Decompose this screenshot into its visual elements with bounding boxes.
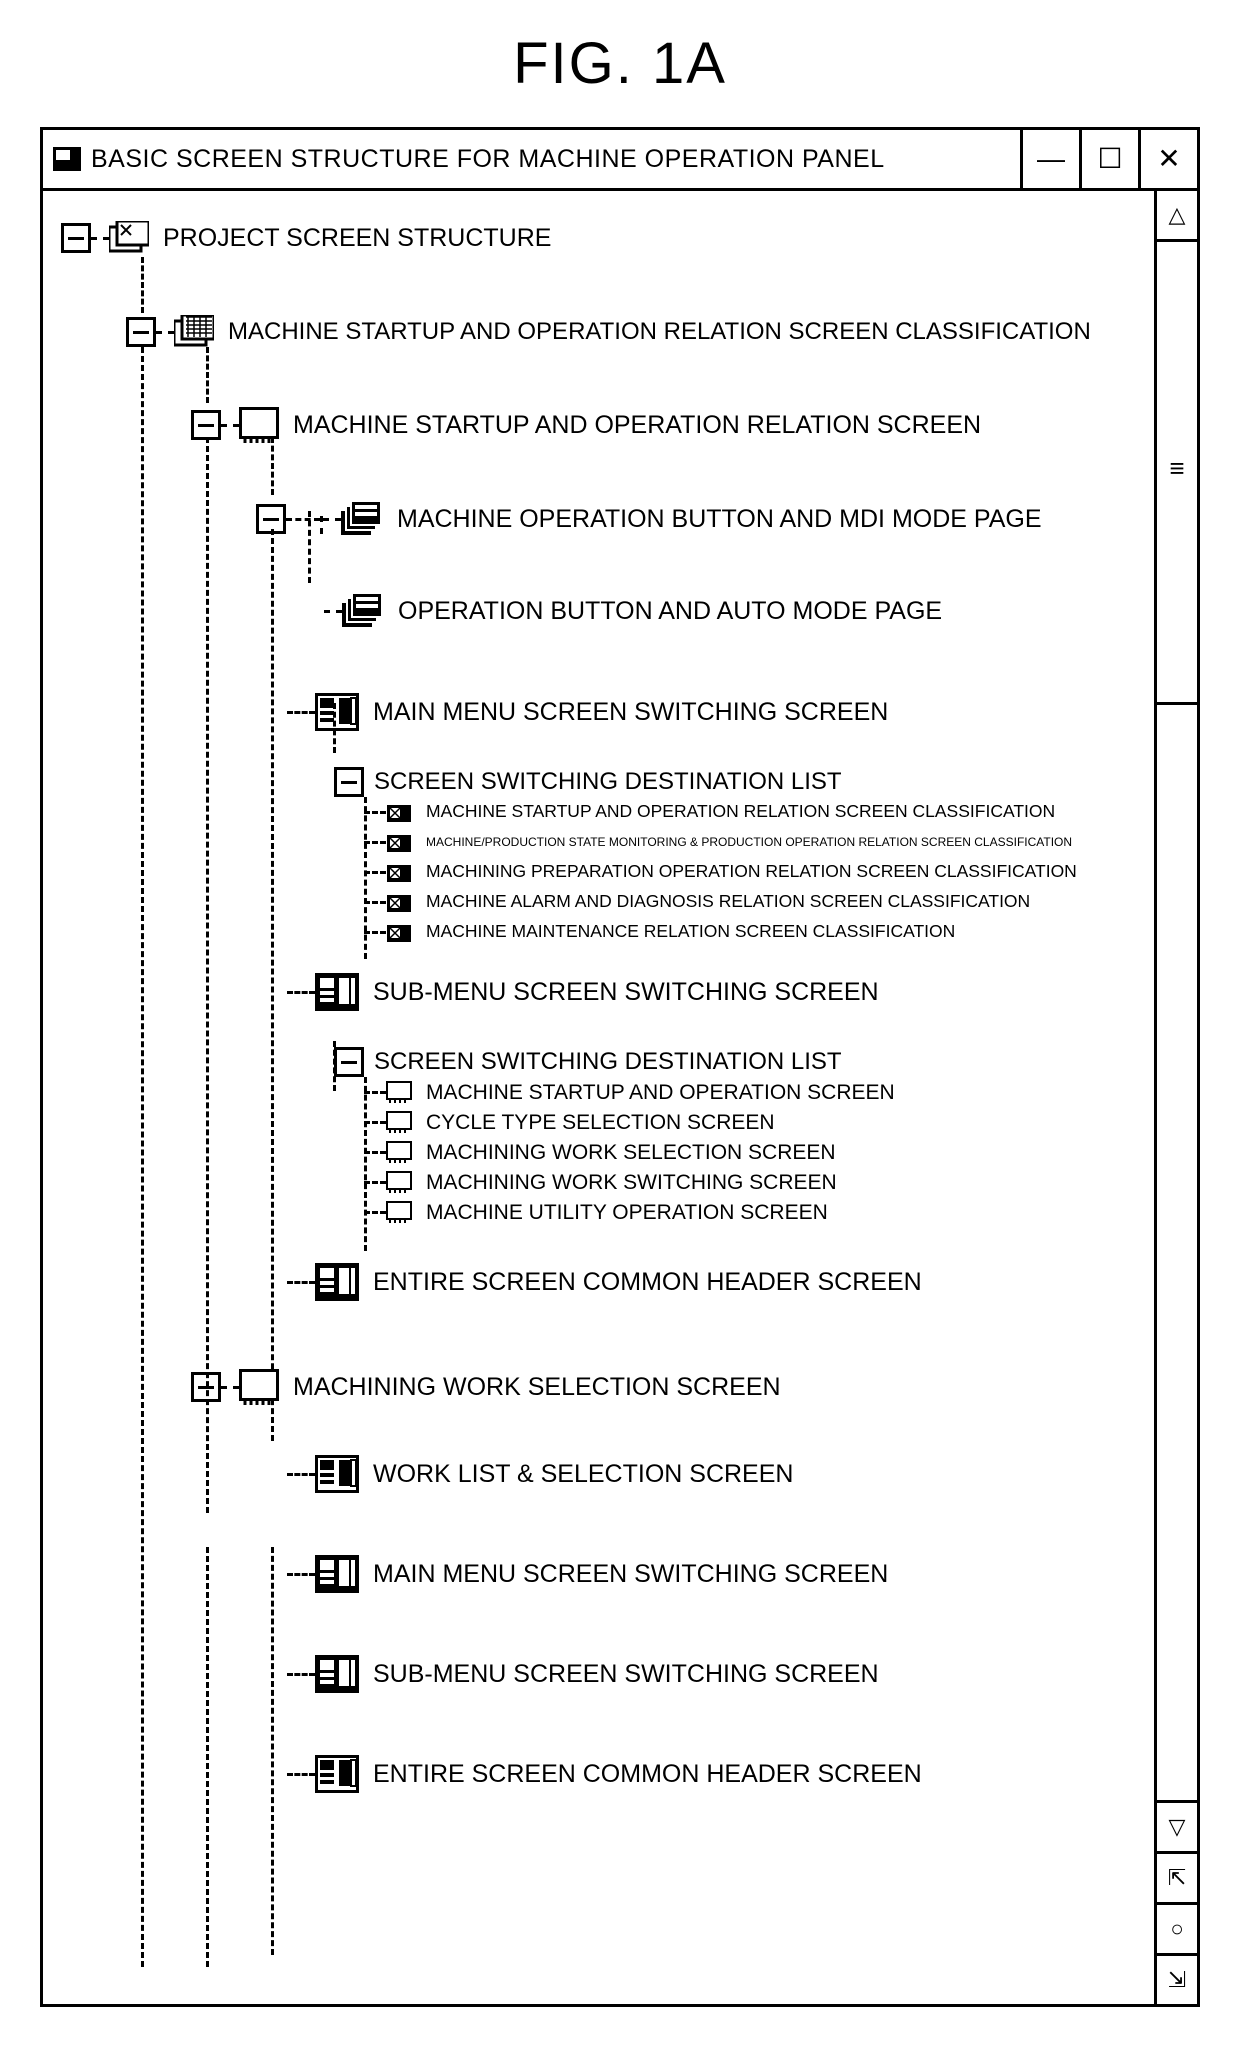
maximize-button[interactable]: ☐ xyxy=(1079,130,1138,188)
expander-l1[interactable] xyxy=(126,317,156,347)
folder-stack-icon xyxy=(109,221,149,255)
scroll-track[interactable] xyxy=(1157,705,1197,1800)
nav-bottom-icon[interactable]: ⇲ xyxy=(1157,1953,1197,2004)
list-item[interactable]: MACHINE STARTUP AND OPERATION SCREEN xyxy=(426,1082,895,1103)
tree-label[interactable]: ENTIRE SCREEN COMMON HEADER SCREEN xyxy=(373,1270,922,1295)
small-screen-icon xyxy=(386,1081,412,1103)
nav-top-icon[interactable]: ⇱ xyxy=(1157,1851,1197,1902)
window-icon xyxy=(53,147,81,171)
figure-title: FIG. 1A xyxy=(40,30,1200,97)
small-screen-icon xyxy=(386,1171,412,1193)
tree-label[interactable]: PROJECT SCREEN STRUCTURE xyxy=(163,226,551,251)
small-screen-icon xyxy=(386,1141,412,1163)
tree-label[interactable]: SUB-MENU SCREEN SWITCHING SCREEN xyxy=(373,980,879,1005)
window-title: BASIC SCREEN STRUCTURE FOR MACHINE OPERA… xyxy=(91,145,1020,174)
tree-label[interactable]: SUB-MENU SCREEN SWITCHING SCREEN xyxy=(373,1662,879,1687)
expander-l2b[interactable] xyxy=(191,1372,221,1402)
list-item[interactable]: MACHINE STARTUP AND OPERATION RELATION S… xyxy=(426,803,1055,821)
tree-label[interactable]: ENTIRE SCREEN COMMON HEADER SCREEN xyxy=(373,1762,922,1787)
list-header: SCREEN SWITCHING DESTINATION LIST xyxy=(374,1050,842,1074)
list-item[interactable]: MACHINE ALARM AND DIAGNOSIS RELATION SCR… xyxy=(426,893,1030,911)
tree-label[interactable]: MAIN MENU SCREEN SWITCHING SCREEN xyxy=(373,1562,888,1587)
panel-dark-icon xyxy=(315,1555,359,1593)
tree-label[interactable]: OPERATION BUTTON AND AUTO MODE PAGE xyxy=(398,599,942,624)
list-item[interactable]: MACHINE UTILITY OPERATION SCREEN xyxy=(426,1202,828,1223)
screen-icon xyxy=(239,1369,279,1405)
list-item[interactable]: CYCLE TYPE SELECTION SCREEN xyxy=(426,1112,775,1133)
expander-root[interactable] xyxy=(61,223,91,253)
list-item[interactable]: MACHINING WORK SELECTION SCREEN xyxy=(426,1142,836,1163)
tree-label[interactable]: MAIN MENU SCREEN SWITCHING SCREEN xyxy=(373,700,888,725)
list-item[interactable]: MACHINING WORK SWITCHING SCREEN xyxy=(426,1172,837,1193)
small-folder-icon xyxy=(386,801,412,823)
small-screen-icon xyxy=(386,1111,412,1133)
small-folder-icon xyxy=(386,831,412,853)
small-screen-icon xyxy=(386,1201,412,1223)
titlebar: BASIC SCREEN STRUCTURE FOR MACHINE OPERA… xyxy=(43,130,1197,191)
scroll-down-icon[interactable]: ▽ xyxy=(1157,1800,1197,1851)
panel-light-icon xyxy=(315,693,359,731)
panel-dark-icon xyxy=(315,1263,359,1301)
page-stack-icon xyxy=(342,593,384,629)
tree-label[interactable]: WORK LIST & SELECTION SCREEN xyxy=(373,1462,793,1487)
close-button[interactable]: ✕ xyxy=(1138,130,1197,188)
small-folder-icon xyxy=(386,891,412,913)
list-item[interactable]: MACHINE/PRODUCTION STATE MONITORING & PR… xyxy=(426,836,1072,848)
tree-label[interactable]: MACHINE OPERATION BUTTON AND MDI MODE PA… xyxy=(397,507,1042,532)
expander-switch2[interactable] xyxy=(334,1047,364,1077)
vertical-scrollbar[interactable]: △ ≡ ▽ ⇱ ○ ⇲ xyxy=(1154,191,1197,2004)
window: BASIC SCREEN STRUCTURE FOR MACHINE OPERA… xyxy=(40,127,1200,2007)
tree-label[interactable]: MACHINING WORK SELECTION SCREEN xyxy=(293,1375,781,1400)
panel-light-icon xyxy=(315,1455,359,1493)
list-item[interactable]: MACHINING PREPARATION OPERATION RELATION… xyxy=(426,863,1077,881)
small-folder-icon xyxy=(386,921,412,943)
folder-pattern-icon xyxy=(174,315,214,349)
expander-l2a[interactable] xyxy=(191,410,221,440)
scroll-grip-icon: ≡ xyxy=(1165,453,1189,484)
small-folder-icon xyxy=(386,861,412,883)
list-item[interactable]: MACHINE MAINTENANCE RELATION SCREEN CLAS… xyxy=(426,923,955,941)
panel-light-icon xyxy=(315,1755,359,1793)
page-stack-icon xyxy=(341,501,383,537)
scroll-thumb[interactable]: ≡ xyxy=(1157,242,1197,705)
minimize-button[interactable]: — xyxy=(1020,130,1079,188)
nav-mid-icon[interactable]: ○ xyxy=(1157,1902,1197,1953)
expander-switch1[interactable] xyxy=(334,767,364,797)
scroll-up-icon[interactable]: △ xyxy=(1157,191,1197,242)
tree-view: PROJECT SCREEN STRUCTURE MACHINE STARTUP… xyxy=(43,191,1154,1803)
tree-label[interactable]: MACHINE STARTUP AND OPERATION RELATION S… xyxy=(228,320,1091,344)
list-header: SCREEN SWITCHING DESTINATION LIST xyxy=(374,770,842,794)
panel-dark-icon xyxy=(315,973,359,1011)
tree-label[interactable]: MACHINE STARTUP AND OPERATION RELATION S… xyxy=(293,413,981,438)
panel-dark-icon xyxy=(315,1655,359,1693)
